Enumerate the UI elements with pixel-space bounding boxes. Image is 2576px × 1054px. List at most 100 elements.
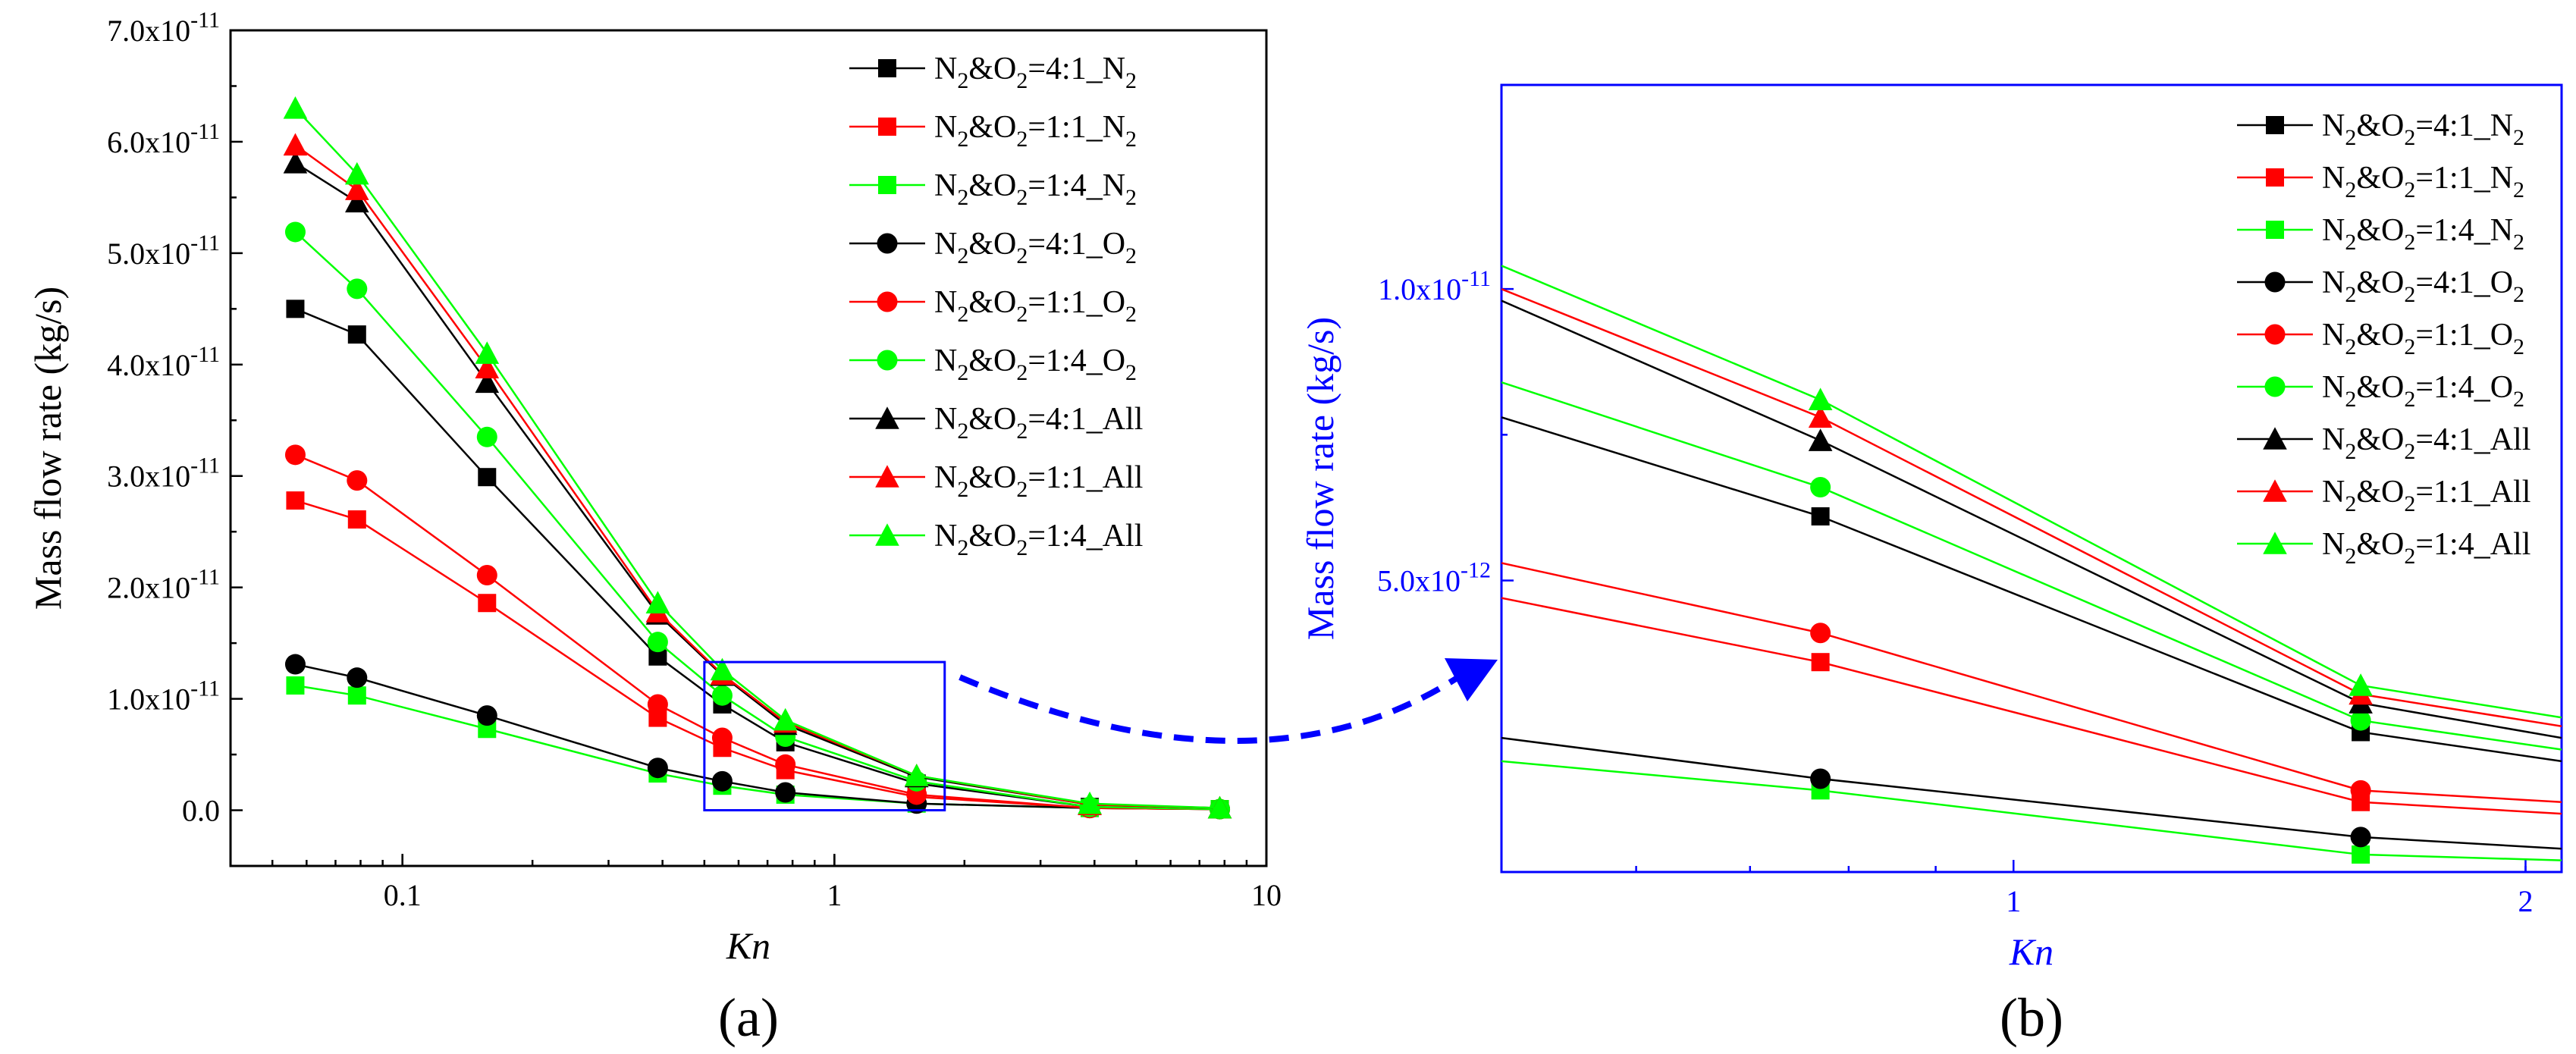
legend-text: &O — [968, 52, 1016, 86]
data-point — [345, 190, 369, 213]
plot-area — [1501, 265, 2562, 864]
legend-subscript: 2 — [1016, 68, 1028, 93]
legend-entry: N2&O2=4:1_N2 — [2322, 108, 2524, 150]
legend-entry: N2&O2=4:1_N2 — [934, 52, 1137, 93]
y-tick-mantissa: 5.0x10 — [1377, 564, 1461, 598]
legend-marker — [2263, 427, 2287, 450]
y-tick-label: 5.0x10-11 — [107, 231, 220, 271]
data-point — [2350, 710, 2371, 731]
y-tick-label: 1.0x10-11 — [1378, 266, 1491, 306]
legend-subscript: 2 — [957, 185, 968, 210]
legend-entry: N2&O2=1:1_All — [2322, 475, 2531, 516]
legend-subscript: 2 — [2404, 334, 2415, 359]
legend-text: =1:1_O — [1028, 285, 1125, 320]
legend-text: N — [2322, 370, 2345, 405]
legend-subscript: 2 — [1016, 535, 1028, 560]
y-tick-exponent: -11 — [190, 231, 220, 256]
data-point — [478, 594, 497, 613]
data-point — [475, 341, 500, 364]
x-tick-label: 10 — [1251, 878, 1282, 912]
data-point — [710, 657, 735, 681]
legend-subscript: 2 — [1125, 185, 1137, 210]
plot-frame — [1500, 83, 2563, 874]
data-point — [711, 685, 733, 706]
series-line — [1501, 760, 2562, 861]
legend-text: N — [934, 227, 957, 262]
legend-entry: N2&O2=1:1_N2 — [934, 110, 1137, 152]
data-point — [711, 727, 733, 748]
legend-text: N — [934, 52, 957, 86]
data-point — [1207, 795, 1232, 819]
legend-subscript: 2 — [2404, 282, 2415, 307]
series-line — [1501, 381, 2562, 751]
data-point — [286, 300, 305, 318]
y-tick-label: 6.0x10-11 — [107, 119, 220, 159]
legend-text: =4:1_All — [1028, 402, 1143, 437]
data-point — [2350, 827, 2371, 848]
data-point — [284, 654, 306, 675]
data-point — [711, 770, 733, 792]
legend-subscript: 2 — [1016, 302, 1028, 327]
legend-text: =1:1_All — [2415, 475, 2531, 510]
panel-b: 1 2 5.0x10-12 1.0x10-11 Kn Mass flow rate (kg… — [1299, 83, 2563, 1048]
legend-text: =4:1_O — [2415, 265, 2513, 300]
series-2 — [1501, 760, 2562, 864]
legend-text: &O — [968, 519, 1016, 554]
y-tick-label: 7.0x10-11 — [107, 8, 220, 48]
legend-text: N — [934, 402, 957, 437]
legend-entry: N2&O2=1:1_N2 — [2322, 161, 2524, 202]
legend-subscript: 2 — [2404, 439, 2415, 464]
legend-text: N — [2322, 161, 2345, 196]
x-axis-label: Kn — [726, 924, 770, 967]
legend-subscript: 2 — [2513, 177, 2524, 202]
legend-subscript: 2 — [2345, 387, 2356, 412]
legend-subscript: 2 — [957, 243, 968, 268]
zoom-arrow — [959, 674, 1458, 744]
y-tick-mantissa: 7.0x10 — [107, 14, 190, 48]
legend-subscript: 2 — [2513, 387, 2524, 412]
series-3 — [1501, 736, 2562, 850]
legend-text: N — [2322, 265, 2345, 300]
legend-text: N — [2322, 475, 2345, 510]
y-tick-label: 1.0x10-11 — [107, 676, 220, 717]
legend-marker — [2264, 376, 2286, 397]
data-point — [1811, 653, 1830, 672]
legend-subscript: 2 — [2404, 177, 2415, 202]
legend-marker — [875, 406, 899, 429]
legend-subscript: 2 — [1016, 419, 1028, 444]
legend-text: =1:4_O — [2415, 370, 2513, 405]
legend-subscript: 2 — [1125, 360, 1137, 385]
data-point — [478, 468, 497, 487]
legend-entry: N2&O2=1:4_All — [934, 519, 1143, 560]
legend-subscript: 2 — [2404, 544, 2415, 569]
series-0 — [1501, 416, 2562, 763]
series-line — [295, 663, 1220, 811]
y-tick-exponent: -11 — [1461, 266, 1491, 291]
y-tick-exponent: -11 — [190, 565, 220, 590]
legend-text: =1:4_O — [1028, 343, 1125, 378]
y-tick-exponent: -11 — [190, 8, 220, 33]
x-tick-label: 1 — [827, 878, 842, 912]
legend-entry: N2&O2=4:1_All — [934, 402, 1143, 444]
data-point — [647, 694, 668, 715]
legend-subscript: 2 — [957, 127, 968, 152]
y-tick-label: 3.0x10-11 — [107, 453, 220, 494]
legend-subscript: 2 — [1125, 68, 1137, 93]
zoom-arrowhead — [1445, 658, 1498, 701]
legend-text: &O — [2356, 213, 2404, 248]
legend-marker — [877, 291, 898, 312]
legend-subscript: 2 — [957, 419, 968, 444]
series-4 — [1501, 562, 2562, 803]
data-point — [475, 356, 500, 379]
data-point — [2350, 780, 2371, 801]
data-point — [773, 707, 798, 731]
legend-subscript: 2 — [957, 535, 968, 560]
data-point — [645, 591, 670, 614]
series-line — [1501, 736, 2562, 850]
legend-marker — [878, 59, 896, 77]
legend-text: =1:1_N — [1028, 110, 1125, 145]
data-point — [1808, 428, 1833, 451]
legend: N2&O2=4:1_N2N2&O2=1:1_N2N2&O2=1:4_N2N2&O… — [2237, 108, 2531, 569]
legend-entry: N2&O2=1:4_O2 — [934, 343, 1137, 385]
legend-subscript: 2 — [2345, 282, 2356, 307]
